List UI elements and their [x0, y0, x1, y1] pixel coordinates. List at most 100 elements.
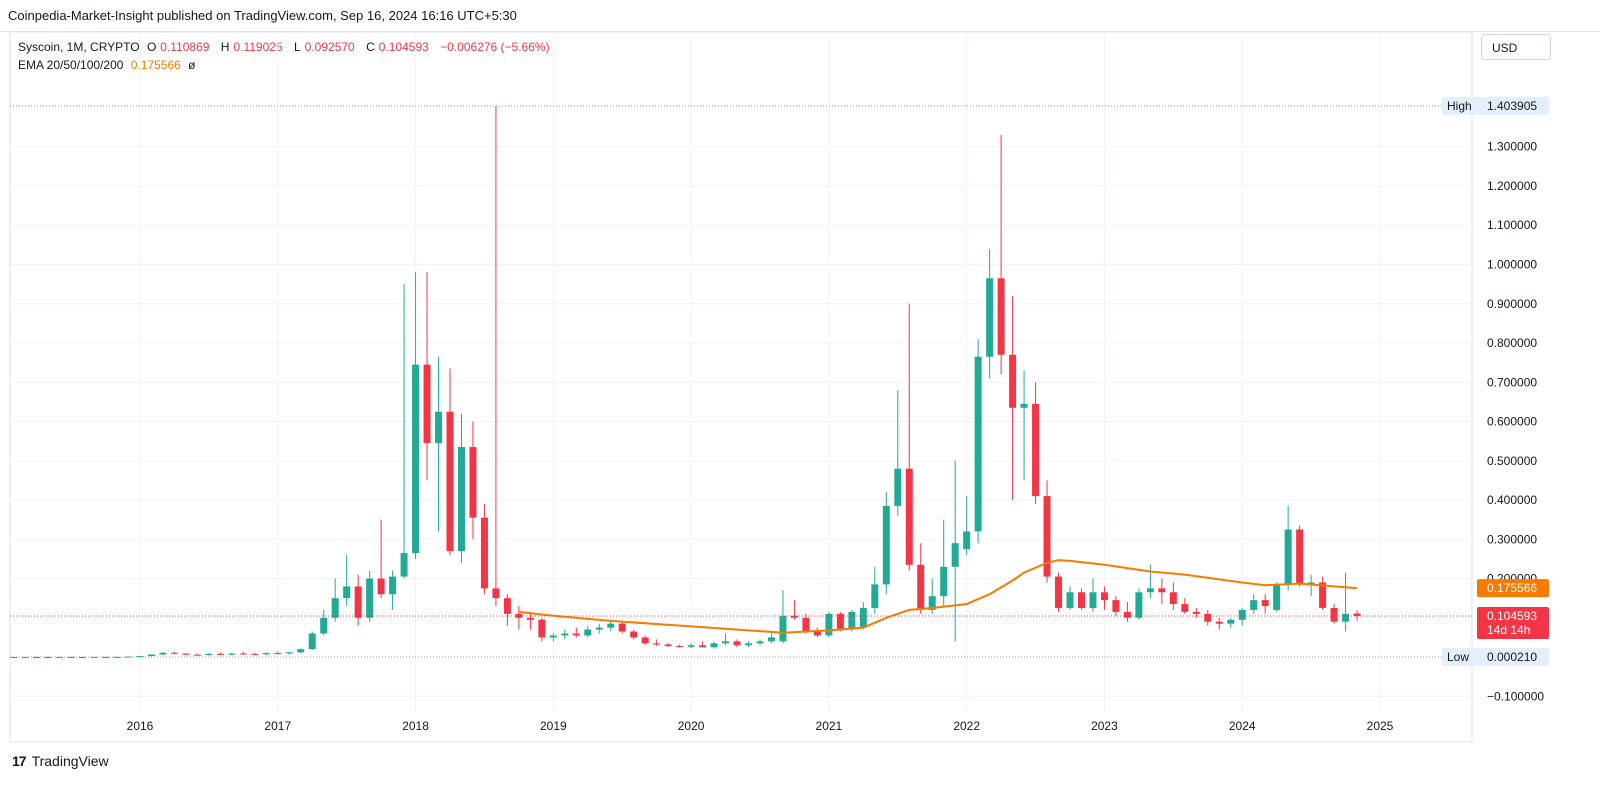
candle-body — [492, 588, 500, 599]
candle-body — [1158, 588, 1166, 593]
high-tag-value: 1.403905 — [1487, 99, 1537, 113]
candle-body — [836, 613, 844, 630]
candle-body — [503, 598, 511, 614]
candle-body — [480, 517, 488, 589]
candle-body — [825, 613, 833, 636]
candle-body — [274, 653, 282, 655]
candle-body — [228, 653, 236, 655]
candle-body — [1204, 613, 1212, 622]
open-value: 0.110869 — [160, 40, 210, 54]
open-label: O — [146, 40, 157, 54]
tradingview-footer: 17 TradingView — [12, 752, 109, 770]
symbol-label[interactable]: Syscoin, 1M, CRYPTO — [18, 40, 140, 54]
low-tag-bg — [1442, 647, 1549, 666]
close-label: C — [366, 40, 375, 54]
ema-line: EMA 20/50/100/200 0.175566 ø — [18, 56, 554, 74]
candle-body — [10, 656, 18, 658]
candle-body — [297, 649, 305, 653]
plot-frame — [9, 31, 1473, 743]
candle-body — [595, 627, 603, 630]
candle-body — [285, 652, 293, 654]
candle-body — [710, 643, 718, 648]
candle-body — [435, 411, 443, 444]
candle-body — [216, 653, 224, 655]
candle-body — [102, 656, 110, 658]
candle-body — [767, 637, 775, 642]
x-tick-label: 2022 — [953, 719, 980, 733]
y-tick-label: 0.700000 — [1487, 375, 1537, 389]
high-tag-label: High — [1447, 99, 1472, 113]
candle-body — [182, 653, 190, 655]
candle-body — [951, 543, 959, 567]
candle-body — [756, 641, 764, 644]
x-tick-label: 2019 — [540, 719, 567, 733]
candle-body — [572, 633, 580, 636]
candle-body — [986, 278, 994, 357]
tradingview-brand: TradingView — [31, 753, 109, 769]
candle-body — [400, 553, 408, 577]
ema-label[interactable]: EMA 20/50/100/200 — [18, 58, 124, 72]
candle-body — [802, 617, 810, 632]
low-tag-label: Low — [1447, 650, 1469, 664]
close-value: 0.104593 — [378, 40, 429, 54]
candle-body — [1215, 621, 1223, 624]
ema-visibility-icon[interactable]: ø — [188, 58, 196, 72]
candle-body — [687, 645, 695, 647]
candle-body — [607, 623, 615, 628]
candle-body — [423, 364, 431, 444]
candle-body — [848, 611, 856, 630]
candle-body — [262, 653, 270, 655]
candle-body — [1192, 611, 1200, 614]
candle-body — [584, 629, 592, 636]
candle-body — [469, 447, 477, 518]
candle-body — [1043, 496, 1051, 577]
candle-body — [733, 641, 741, 646]
candle-body — [1284, 529, 1292, 585]
ema-price-tag-bg — [1477, 579, 1549, 598]
x-tick-label: 2018 — [402, 719, 429, 733]
candle-body — [193, 654, 201, 656]
y-tick-label: 1.300000 — [1487, 140, 1537, 154]
candle-body — [790, 615, 798, 618]
candle-body — [1238, 609, 1246, 620]
candle-body — [882, 505, 890, 585]
tradingview-logo-icon: 17 — [12, 753, 27, 769]
candle-body — [859, 607, 867, 628]
candle-body — [653, 643, 661, 645]
candle-body — [21, 656, 29, 658]
low-tag-value: 0.000210 — [1487, 650, 1537, 664]
candle-body — [1009, 354, 1017, 408]
candle-body — [1135, 592, 1143, 618]
x-tick-label: 2025 — [1367, 719, 1394, 733]
candle-body — [928, 596, 936, 610]
candle-body — [997, 278, 1005, 355]
candle-body — [905, 468, 913, 565]
candle-body — [113, 656, 121, 658]
currency-button[interactable]: USD — [1481, 34, 1551, 60]
candle-body — [664, 644, 672, 647]
y-tick-label: 1.200000 — [1487, 179, 1537, 193]
candle-body — [974, 356, 982, 532]
candle-body — [538, 619, 546, 638]
candle-body — [446, 411, 454, 552]
y-tick-label: 0.600000 — [1487, 415, 1537, 429]
candle-body — [871, 584, 879, 608]
x-tick-label: 2023 — [1091, 719, 1118, 733]
candle-body — [170, 652, 178, 654]
candle-body — [251, 653, 259, 655]
candlestick-chart[interactable]: 2016 2017 2018 2019 2020 2021 2022 2023 2024 2025… — [0, 0, 1600, 750]
candle-body — [1330, 607, 1338, 622]
candle-body — [1250, 600, 1258, 610]
low-value: 0.092570 — [304, 40, 355, 54]
candle-body — [630, 631, 638, 638]
candle-body — [1123, 611, 1131, 618]
candle-body — [1055, 576, 1063, 608]
candle-body — [641, 637, 649, 644]
candle-body — [676, 646, 684, 648]
candle-body — [963, 531, 971, 550]
candle-body — [1353, 613, 1361, 616]
candle-body — [940, 566, 948, 597]
candle-body — [308, 633, 316, 650]
candle-body — [1032, 403, 1040, 497]
last-price-tag-bg — [1477, 606, 1549, 639]
